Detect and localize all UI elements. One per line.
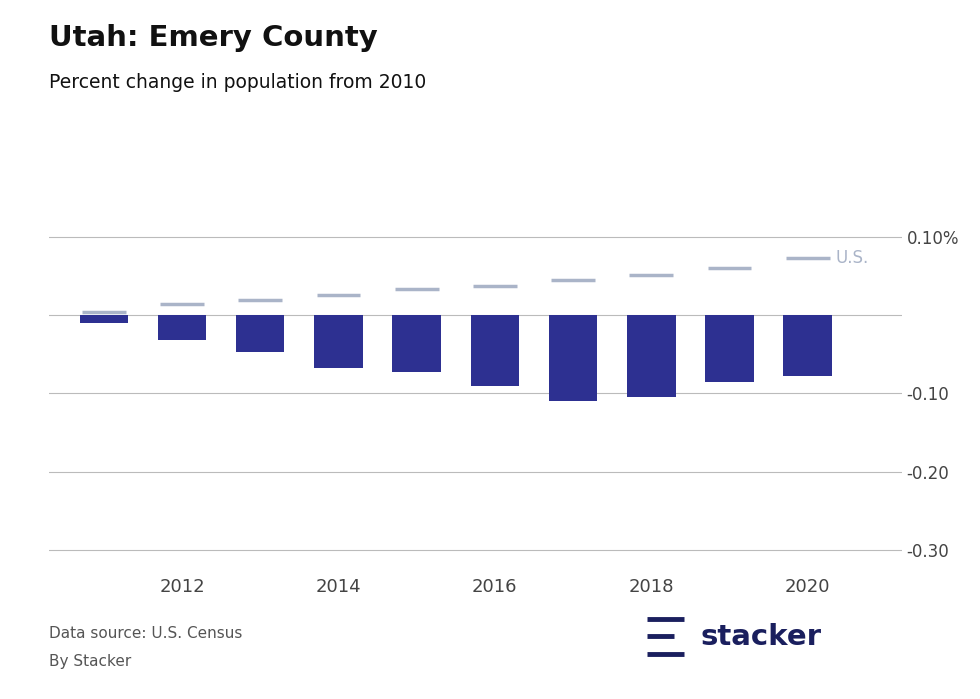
Bar [158, 315, 206, 340]
Bar [470, 315, 519, 386]
Bar [783, 315, 832, 376]
Bar [392, 315, 441, 373]
Text: Percent change in population from 2010: Percent change in population from 2010 [49, 73, 426, 92]
Text: U.S.: U.S. [836, 249, 869, 267]
Bar [627, 315, 675, 397]
Text: Data source: U.S. Census: Data source: U.S. Census [49, 626, 242, 640]
Bar [706, 315, 754, 382]
Bar [549, 315, 598, 401]
Text: By Stacker: By Stacker [49, 654, 131, 668]
Bar [236, 315, 284, 352]
Text: Utah: Emery County: Utah: Emery County [49, 24, 377, 52]
Bar [315, 315, 363, 368]
Text: stacker: stacker [701, 623, 821, 651]
Bar [79, 315, 128, 323]
